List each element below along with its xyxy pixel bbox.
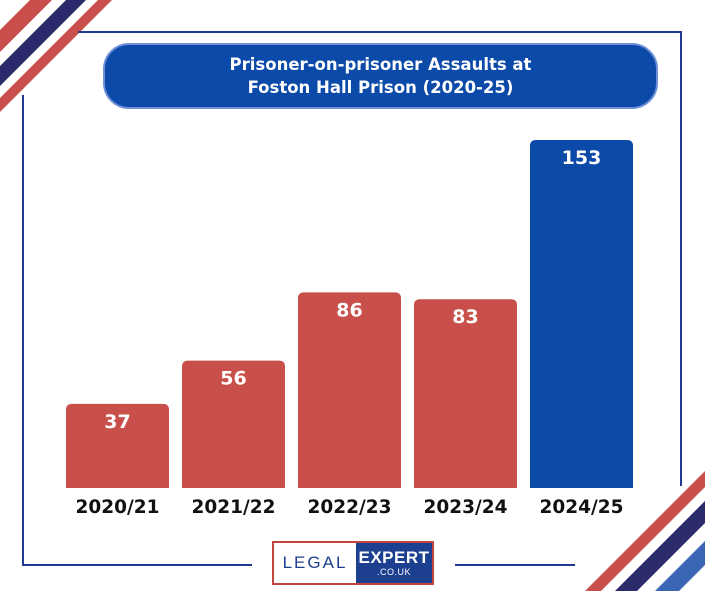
frame-top-line <box>78 31 681 33</box>
bar-2023-24 <box>414 299 517 488</box>
corner-stripes-bottom-right <box>585 471 705 591</box>
bar-value-label: 86 <box>336 299 362 321</box>
bar-2020-21 <box>66 403 169 488</box>
chart-title-line-2: Foston Hall Prison (2020-25) <box>247 78 514 97</box>
chart-title-line-1: Prisoner-on-prisoner Assaults at <box>229 55 532 74</box>
corner-stripes-top-left <box>0 0 112 112</box>
frame-bottom-left-line <box>22 564 252 566</box>
bar-value-label: 56 <box>220 368 246 390</box>
frame-bottom-right-line <box>455 564 575 566</box>
frame-left-line <box>22 95 24 565</box>
bar-value-label: 37 <box>104 411 130 433</box>
logo-domain: .CO.UK <box>376 567 411 577</box>
bar-2022-23 <box>298 292 401 488</box>
logo-badge: EXPERT .CO.UK <box>356 543 432 583</box>
logo-word-expert: EXPERT <box>358 548 430 567</box>
x-tick-label: 2022/23 <box>308 497 392 518</box>
x-tick-label: 2020/21 <box>76 497 160 518</box>
bar-value-label: 153 <box>562 147 602 169</box>
chart-title-banner: Prisoner-on-prisoner Assaults at Foston … <box>103 43 658 109</box>
legal-expert-logo: LEGAL EXPERT .CO.UK <box>272 541 434 585</box>
frame-right-line <box>680 31 682 486</box>
x-tick-label: 2024/25 <box>540 497 624 518</box>
x-tick-label: 2021/22 <box>192 497 276 518</box>
x-tick-label: 2023/24 <box>424 497 508 518</box>
bar-2024-25 <box>530 140 633 488</box>
bar-2021-22 <box>182 360 285 488</box>
logo-word-legal: LEGAL <box>282 553 348 572</box>
bar-value-label: 83 <box>452 306 478 328</box>
